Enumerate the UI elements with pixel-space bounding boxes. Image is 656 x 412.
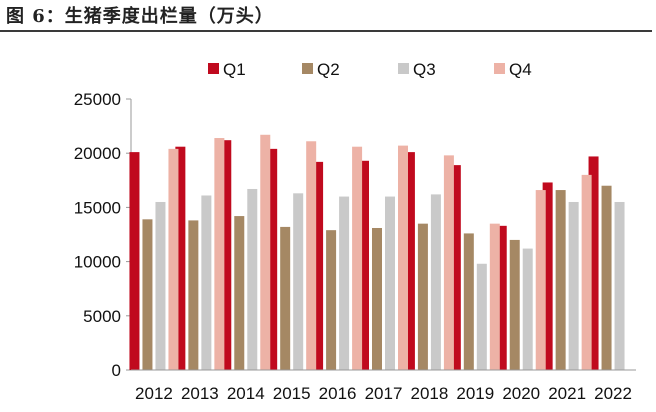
x-tick-label: 2014 [227, 384, 265, 403]
bar-q2-2015 [280, 226, 291, 370]
bar-q3-2017 [385, 196, 395, 370]
legend-swatch-q1 [208, 63, 219, 74]
bar-q2-2012 [142, 219, 153, 370]
bar-q3-2018 [430, 194, 441, 370]
bar-q3-2019 [476, 263, 487, 370]
bar-q1-2014 [221, 140, 232, 370]
x-tick-label: 2018 [410, 384, 448, 403]
bar-q3-2014 [247, 188, 258, 370]
bar-q2-2016 [326, 230, 337, 370]
bar-q1-2019 [450, 165, 461, 370]
x-tick-label: 2012 [135, 384, 173, 403]
legend-swatch-q2 [302, 63, 313, 74]
bar-q3-2020 [522, 248, 533, 370]
bar-q1-2015 [267, 148, 278, 370]
bar-q4-2018 [443, 155, 454, 370]
bar-q4-2013 [214, 138, 225, 370]
bar-q4-2014 [260, 134, 271, 370]
bar-q1-2020 [496, 225, 507, 370]
legend-label-q3: Q3 [413, 60, 436, 79]
bar-q4-2019 [489, 223, 500, 370]
bars [129, 134, 625, 370]
x-tick-label: 2017 [365, 384, 403, 403]
y-tick-label: 20000 [74, 144, 121, 163]
bar-q3-2013 [201, 195, 212, 370]
y-tick-label: 10000 [74, 253, 121, 272]
bar-q1-2016 [313, 161, 324, 370]
bar-q4-2021 [581, 174, 592, 370]
x-tick-label: 2020 [502, 384, 540, 403]
bar-q3-2016 [339, 196, 350, 370]
x-tick-label: 2022 [594, 384, 632, 403]
y-tick-label: 15000 [74, 198, 121, 217]
bar-q2-2020 [509, 239, 520, 370]
bar-q2-2017 [372, 227, 382, 370]
legend-label-q1: Q1 [223, 60, 246, 79]
y-tick-label: 5000 [83, 307, 121, 326]
legend-swatch-q4 [494, 63, 505, 74]
y-tick-label: 0 [112, 361, 121, 380]
bar-q4-2020 [535, 190, 546, 370]
x-tick-label: 2015 [273, 384, 311, 403]
legend-label-q2: Q2 [317, 60, 340, 79]
bar-q1-2022 [588, 156, 599, 370]
bar-q2-2013 [188, 220, 199, 370]
bar-q2-2014 [234, 216, 245, 370]
bar-q2-2022 [601, 185, 612, 370]
bar-q1-2012 [129, 152, 140, 370]
bar-q1-2021 [542, 182, 553, 370]
legend-label-q4: Q4 [509, 60, 532, 79]
bar-q3-2015 [293, 193, 304, 370]
bar-q3-2022 [614, 201, 625, 370]
bar-q3-2012 [155, 201, 166, 370]
bar-q4-2012 [168, 148, 179, 370]
bar-q2-2021 [555, 190, 566, 370]
bar-q1-2018 [404, 152, 415, 370]
title-rule [0, 30, 652, 32]
bar-q4-2016 [352, 146, 363, 370]
x-tick-label: 2016 [319, 384, 357, 403]
figure-title: 图 6：生猪季度出栏量（万头） [6, 6, 274, 27]
y-tick-label: 25000 [74, 90, 121, 109]
legend-swatch-q3 [398, 63, 409, 74]
bar-q1-2013 [175, 146, 186, 370]
bar-q2-2019 [463, 233, 474, 370]
x-axis: 2012 2013 2014 2015 2016 2017 2018 2019 2020 2021… [131, 369, 636, 403]
x-tick-label: 2019 [456, 384, 494, 403]
bar-q2-2018 [417, 223, 428, 370]
legend: Q1 Q2 Q3 Q4 [208, 60, 532, 79]
bar-q1-2017 [359, 160, 369, 370]
bar-q4-2015 [306, 141, 317, 370]
x-tick-label: 2021 [548, 384, 586, 403]
bar-q3-2021 [568, 201, 579, 370]
y-axis: 0 5000 10000 15000 20000 25000 [74, 90, 132, 380]
x-tick-label: 2013 [181, 384, 219, 403]
bar-q4-2017 [398, 145, 408, 370]
